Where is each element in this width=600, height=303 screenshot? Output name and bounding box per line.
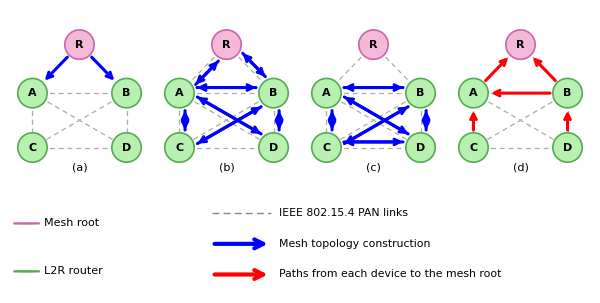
Text: A: A <box>28 88 37 98</box>
Circle shape <box>212 30 241 59</box>
Text: B: B <box>563 88 572 98</box>
Text: Mesh root: Mesh root <box>44 218 100 228</box>
Circle shape <box>553 78 582 108</box>
Text: D: D <box>563 142 572 152</box>
Text: B: B <box>269 88 278 98</box>
Ellipse shape <box>14 223 40 224</box>
Circle shape <box>112 78 141 108</box>
Text: (b): (b) <box>218 162 235 172</box>
Text: C: C <box>322 142 331 152</box>
Circle shape <box>459 78 488 108</box>
Text: B: B <box>416 88 425 98</box>
Text: (c): (c) <box>366 162 381 172</box>
Circle shape <box>259 133 288 162</box>
Circle shape <box>506 30 535 59</box>
Text: C: C <box>469 142 478 152</box>
Text: R: R <box>369 40 378 50</box>
Circle shape <box>553 133 582 162</box>
Circle shape <box>406 133 435 162</box>
Text: D: D <box>416 142 425 152</box>
Circle shape <box>65 30 94 59</box>
Text: R: R <box>516 40 525 50</box>
Circle shape <box>259 78 288 108</box>
Text: A: A <box>469 88 478 98</box>
Text: IEEE 802.15.4 PAN links: IEEE 802.15.4 PAN links <box>280 208 409 218</box>
Circle shape <box>312 133 341 162</box>
Circle shape <box>459 133 488 162</box>
Text: R: R <box>75 40 84 50</box>
Text: L2R router: L2R router <box>44 266 103 276</box>
Ellipse shape <box>14 271 40 272</box>
Circle shape <box>18 133 47 162</box>
Text: D: D <box>269 142 278 152</box>
Circle shape <box>165 78 194 108</box>
Circle shape <box>359 30 388 59</box>
Text: C: C <box>175 142 184 152</box>
Text: (a): (a) <box>71 162 88 172</box>
Circle shape <box>312 78 341 108</box>
Circle shape <box>112 133 141 162</box>
Text: B: B <box>122 88 131 98</box>
Text: (d): (d) <box>512 162 529 172</box>
Text: A: A <box>322 88 331 98</box>
Text: D: D <box>122 142 131 152</box>
Text: R: R <box>222 40 231 50</box>
Text: Paths from each device to the mesh root: Paths from each device to the mesh root <box>280 269 502 279</box>
Circle shape <box>18 78 47 108</box>
Text: C: C <box>28 142 37 152</box>
Text: Mesh topology construction: Mesh topology construction <box>280 239 431 249</box>
Circle shape <box>406 78 435 108</box>
Circle shape <box>165 133 194 162</box>
Text: A: A <box>175 88 184 98</box>
